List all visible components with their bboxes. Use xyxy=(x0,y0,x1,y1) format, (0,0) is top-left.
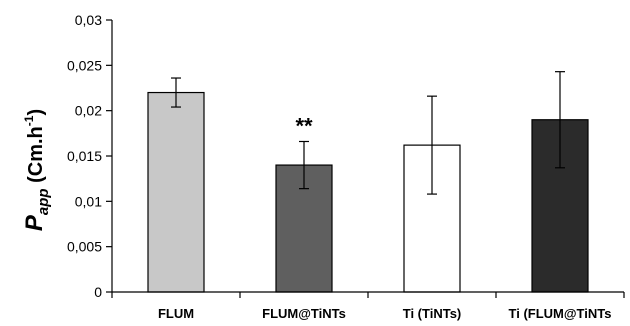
x-tick-label: FLUM xyxy=(158,306,194,321)
x-axis: FLUM FLUM@TiNTs Ti (TiNTs) Ti (FLUM@TiNTs xyxy=(111,291,625,321)
y-axis-label-unit: (Cm.h xyxy=(25,126,47,188)
significance-marker: ** xyxy=(295,113,313,138)
y-tick-label: 0,03 xyxy=(75,12,102,28)
x-tick-label: FLUM@TiNTs xyxy=(262,306,346,321)
y-axis-label-close: ) xyxy=(25,109,47,116)
x-tick-label: Ti (FLUM@TiNTs xyxy=(509,306,612,321)
y-axis-label-superscript: -1 xyxy=(22,115,36,126)
y-axis-label: Papp (Cm.h-1) xyxy=(21,109,52,231)
y-axis-label-symbol: P xyxy=(21,214,48,231)
y-tick-label: 0,02 xyxy=(75,103,102,119)
bars: ** xyxy=(147,71,589,293)
x-tick-label: Ti (TiNTs) xyxy=(403,306,462,321)
y-tick-label: 0,01 xyxy=(75,193,102,209)
y-tick-label: 0 xyxy=(94,284,102,300)
y-tick-label: 0,025 xyxy=(67,57,102,73)
y-tick-label: 0,005 xyxy=(67,239,102,255)
y-axis: 0 0,005 0,01 0,015 0,02 0,025 0,03 xyxy=(67,12,113,300)
y-tick-label: 0,015 xyxy=(67,148,102,164)
y-axis-label-subscript: app xyxy=(35,188,52,215)
bar-1 xyxy=(147,91,205,293)
